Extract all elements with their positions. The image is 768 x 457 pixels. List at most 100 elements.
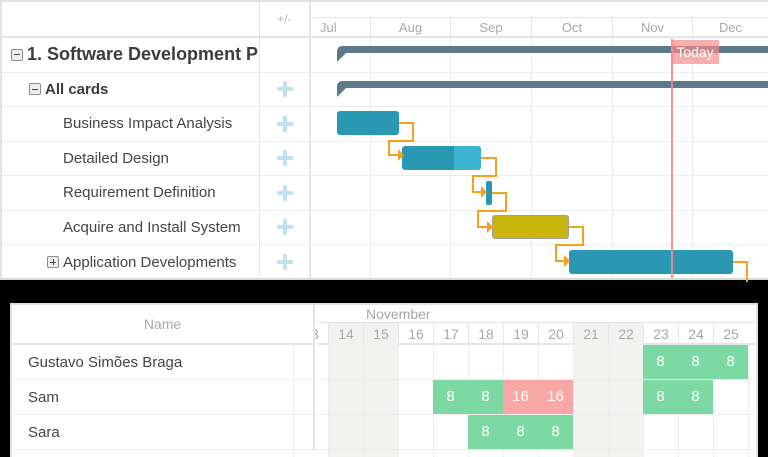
task-row[interactable]: All cards (2, 72, 768, 107)
task-row[interactable]: Application Developments (2, 245, 768, 280)
day-label: 21 (573, 323, 608, 345)
task-bar-application-developments[interactable] (569, 250, 733, 274)
summary-bar-project[interactable] (337, 46, 768, 62)
add-cell (260, 245, 311, 280)
add-cell (260, 38, 311, 72)
day-column (713, 345, 748, 457)
allocation-cell[interactable]: 8 (678, 345, 713, 379)
day-label: 18 (468, 323, 503, 345)
add-subtask-icon[interactable] (276, 115, 293, 132)
add-cell (260, 141, 311, 175)
month-label-aug: Aug (370, 18, 450, 36)
collapse-icon[interactable] (29, 83, 41, 96)
task-row[interactable]: Acquire and Install System (2, 210, 768, 245)
allocation-cell[interactable]: 8 (468, 380, 503, 414)
day-label: 20 (538, 323, 573, 345)
day-column-weekend (573, 345, 608, 457)
allocation-cell[interactable]: 8 (433, 380, 468, 414)
task-name-cell: Business Impact Analysis (2, 107, 260, 141)
add-subtask-icon[interactable] (276, 150, 293, 167)
task-name-cell: Acquire and Install System (2, 210, 260, 244)
allocation-cell[interactable]: 8 (503, 415, 538, 449)
task-bar-business-impact-analysis[interactable] (337, 111, 399, 135)
allocation-cell[interactable]: 8 (468, 415, 503, 449)
day-label: 23 (643, 323, 678, 345)
task-label: 1. Software Development P (27, 44, 259, 65)
gridline (370, 39, 371, 278)
task-label: Business Impact Analysis (63, 115, 233, 133)
month-header: November (317, 305, 756, 323)
add-cell (260, 176, 311, 210)
allocation-cell-overload[interactable]: 16 (538, 380, 573, 414)
resource-name: Sara (12, 415, 315, 449)
task-name-cell: 1. Software Development P (2, 38, 260, 72)
today-marker-line (671, 39, 673, 278)
name-column-header-bg[interactable]: Name (12, 305, 315, 345)
add-subtask-icon[interactable] (276, 81, 293, 98)
task-label: Acquire and Install System (63, 218, 241, 236)
month-label-dec: Dec (692, 18, 768, 36)
task-name-cell: Application Developments (2, 245, 260, 280)
allocation-cell[interactable]: 8 (643, 345, 678, 379)
day-label: 19 (503, 323, 538, 345)
task-name-cell: Requirement Definition (2, 176, 260, 210)
task-row[interactable]: 1. Software Development P (2, 38, 768, 73)
month-label-jul: Jul (320, 20, 337, 35)
summary-bar-all-cards[interactable] (337, 81, 768, 97)
add-subtask-icon[interactable] (276, 254, 293, 271)
today-marker-label: Today (671, 40, 719, 64)
gridline (692, 39, 693, 278)
day-label: 16 (398, 323, 433, 345)
task-label: Detailed Design (63, 149, 169, 167)
day-label: 22 (608, 323, 643, 345)
gridline (531, 39, 532, 278)
month-label-nov: Nov (612, 18, 692, 36)
task-row[interactable]: Business Impact Analysis (2, 107, 768, 142)
day-label: 17 (433, 323, 468, 345)
task-row[interactable]: Detailed Design (2, 141, 768, 176)
add-cell (260, 107, 311, 141)
day-column-weekend (608, 345, 643, 457)
allocation-cell[interactable]: 8 (713, 345, 748, 379)
day-label: 25 (713, 323, 748, 345)
resource-row[interactable]: Sara 8 8 8 (12, 415, 756, 450)
allocation-cell[interactable]: 8 (678, 380, 713, 414)
resource-load-grid: Name November Gustavo Simões Braga 8 8 8… (10, 303, 758, 457)
day-column-weekend (328, 345, 363, 457)
task-bar-remaining (454, 146, 481, 170)
gridline (612, 39, 613, 278)
timeline-header (312, 2, 768, 38)
day-column (293, 345, 328, 457)
resource-name: Gustavo Simões Braga (12, 345, 315, 379)
task-row[interactable]: Requirement Definition (2, 176, 768, 211)
day-column (748, 345, 768, 457)
task-name-cell: Detailed Design (2, 141, 260, 175)
task-name-cell: All cards (2, 72, 260, 106)
day-column-weekend (363, 345, 398, 457)
resource-row[interactable]: Sam 8 8 16 16 8 8 (12, 380, 756, 415)
task-bar-detailed-design[interactable] (402, 146, 481, 170)
task-label: Requirement Definition (63, 184, 216, 202)
day-header: 13 14 15 16 17 18 19 20 21 22 23 24 25 (293, 323, 756, 345)
add-column-header: +/- (260, 2, 311, 38)
allocation-cell-overload[interactable]: 16 (503, 380, 538, 414)
resource-row[interactable]: Gustavo Simões Braga 8 8 8 (12, 345, 756, 380)
task-bar-acquire-install-system[interactable] (492, 215, 569, 239)
resource-name: Sam (12, 380, 315, 414)
allocation-cell[interactable]: 8 (538, 415, 573, 449)
collapse-icon[interactable] (11, 48, 23, 61)
day-column (398, 345, 433, 457)
add-subtask-icon[interactable] (276, 219, 293, 236)
task-label: Application Developments (63, 253, 237, 271)
add-subtask-icon[interactable] (276, 184, 293, 201)
month-label-sep: Sep (450, 18, 531, 36)
add-cell (260, 210, 311, 244)
task-bar-requirement-definition[interactable] (486, 181, 492, 205)
expand-icon[interactable] (47, 256, 59, 269)
allocation-cell[interactable]: 8 (643, 380, 678, 414)
gantt-chart: +/- Jul Aug Sep Oct Nov Dec 1. Software … (0, 0, 768, 282)
day-label: 15 (363, 323, 398, 345)
add-cell (260, 72, 311, 106)
task-column-header (2, 2, 260, 38)
month-label-oct: Oct (531, 18, 612, 36)
